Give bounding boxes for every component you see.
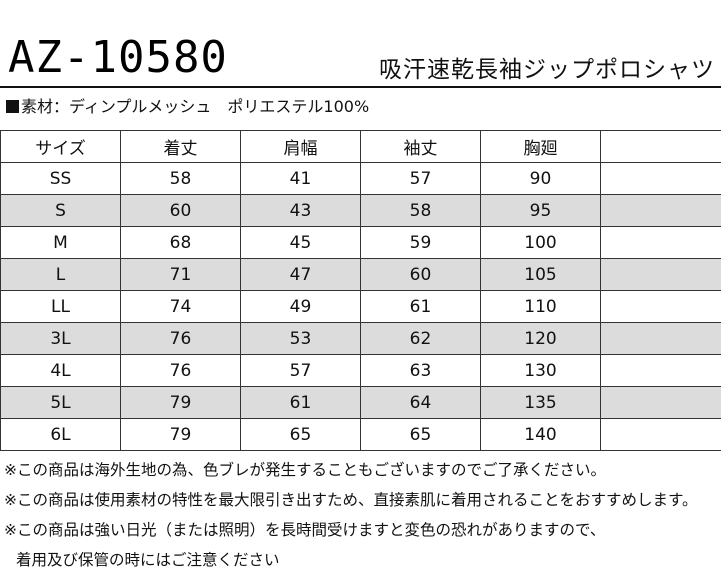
cell-size: S [0, 194, 121, 227]
note-color-variation: ※この商品は海外生地の為、色ブレが発生することもございますのでご了承ください。 [4, 461, 606, 479]
table-row: 5L 79 61 64 135 [0, 386, 721, 419]
cell-chest: 90 [480, 162, 601, 195]
notes: ※この商品は海外生地の為、色ブレが発生することもございますのでご了承ください。 … [4, 458, 720, 578]
cell-blank [600, 418, 721, 451]
cell-blank [600, 290, 721, 323]
cell-length: 76 [120, 354, 241, 387]
cell-blank [600, 226, 721, 259]
header-length: 着丈 [120, 130, 241, 163]
cell-chest: 100 [480, 226, 601, 259]
cell-length: 74 [120, 290, 241, 323]
header-blank [600, 130, 721, 163]
cell-size: 6L [0, 418, 121, 451]
cell-shoulder: 45 [240, 226, 361, 259]
note-wear-direct: ※この商品は使用素材の特性を最大限引き出すため、直接素肌に着用されることをおすす… [4, 491, 698, 509]
cell-sleeve: 58 [360, 194, 481, 227]
material-label: 素材：ディンプルメッシュ ポリエステル100% [21, 97, 370, 116]
cell-shoulder: 65 [240, 418, 361, 451]
cell-length: 58 [120, 162, 241, 195]
header: AZ-10580 吸汗速乾長袖ジップポロシャツ [0, 0, 721, 88]
square-bullet-icon [6, 100, 19, 113]
header-shoulder: 肩幅 [240, 130, 361, 163]
cell-shoulder: 41 [240, 162, 361, 195]
table-row: 4L 76 57 63 130 [0, 354, 721, 387]
header-divider [0, 86, 721, 88]
cell-shoulder: 57 [240, 354, 361, 387]
cell-sleeve: 64 [360, 386, 481, 419]
table-row: SS 58 41 57 90 [0, 162, 721, 195]
cell-shoulder: 49 [240, 290, 361, 323]
cell-blank [600, 194, 721, 227]
table-row: 3L 76 53 62 120 [0, 322, 721, 355]
table-row: S 60 43 58 95 [0, 194, 721, 227]
cell-size: LL [0, 290, 121, 323]
cell-blank [600, 386, 721, 419]
material-line: 素材：ディンプルメッシュ ポリエステル100% [6, 96, 369, 118]
cell-size: 5L [0, 386, 121, 419]
header-size: サイズ [0, 130, 121, 163]
cell-shoulder: 53 [240, 322, 361, 355]
cell-length: 71 [120, 258, 241, 291]
cell-chest: 110 [480, 290, 601, 323]
note-fading-warning: ※この商品は強い日光（または照明）を長時間受けますと変色の恐れがありますので、 [4, 521, 606, 539]
cell-chest: 135 [480, 386, 601, 419]
cell-shoulder: 43 [240, 194, 361, 227]
table-row: LL 74 49 61 110 [0, 290, 721, 323]
table-row: L 71 47 60 105 [0, 258, 721, 291]
cell-blank [600, 322, 721, 355]
cell-shoulder: 61 [240, 386, 361, 419]
header-sleeve: 袖丈 [360, 130, 481, 163]
product-code: AZ-10580 [8, 32, 228, 83]
cell-sleeve: 59 [360, 226, 481, 259]
size-table: サイズ 着丈 肩幅 袖丈 胸廻 SS 58 41 57 90 S 60 43 58 95 M 68 45… [0, 130, 721, 451]
size-table-header-row: サイズ 着丈 肩幅 袖丈 胸廻 [0, 130, 721, 163]
cell-chest: 95 [480, 194, 601, 227]
cell-size: 4L [0, 354, 121, 387]
cell-sleeve: 57 [360, 162, 481, 195]
cell-shoulder: 47 [240, 258, 361, 291]
note-fading-warning-cont: 着用及び保管の時にはご注意ください [16, 551, 280, 569]
cell-size: M [0, 226, 121, 259]
cell-chest: 130 [480, 354, 601, 387]
cell-sleeve: 61 [360, 290, 481, 323]
header-chest: 胸廻 [480, 130, 601, 163]
table-row: 6L 79 65 65 140 [0, 418, 721, 451]
cell-chest: 105 [480, 258, 601, 291]
cell-sleeve: 60 [360, 258, 481, 291]
cell-sleeve: 62 [360, 322, 481, 355]
cell-length: 79 [120, 386, 241, 419]
table-row: M 68 45 59 100 [0, 226, 721, 259]
cell-blank [600, 162, 721, 195]
cell-length: 60 [120, 194, 241, 227]
cell-size: 3L [0, 322, 121, 355]
cell-sleeve: 65 [360, 418, 481, 451]
cell-size: L [0, 258, 121, 291]
cell-sleeve: 63 [360, 354, 481, 387]
cell-blank [600, 258, 721, 291]
cell-length: 68 [120, 226, 241, 259]
cell-chest: 120 [480, 322, 601, 355]
size-table-body: SS 58 41 57 90 S 60 43 58 95 M 68 45 59 100 L 71 47 60 105 L… [0, 162, 721, 451]
cell-length: 76 [120, 322, 241, 355]
cell-blank [600, 354, 721, 387]
product-title: 吸汗速乾長袖ジップポロシャツ [379, 57, 715, 83]
cell-chest: 140 [480, 418, 601, 451]
cell-size: SS [0, 162, 121, 195]
cell-length: 79 [120, 418, 241, 451]
